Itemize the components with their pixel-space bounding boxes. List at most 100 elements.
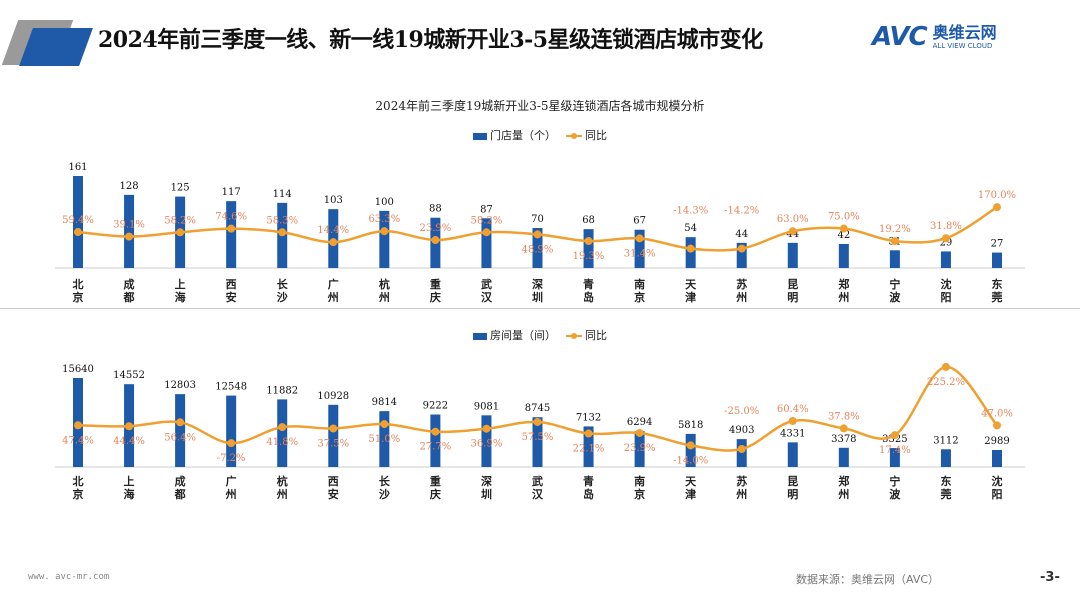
bar — [838, 447, 849, 467]
x-tick-label: 宁 — [889, 474, 900, 488]
bar-value-label: 54 — [684, 223, 697, 234]
x-tick-label: 成 — [124, 277, 135, 291]
bar — [889, 250, 900, 268]
x-tick-label: 东 — [992, 277, 1003, 291]
bar — [328, 404, 339, 467]
x-tick-label: 津 — [685, 487, 696, 501]
bar — [787, 242, 798, 268]
x-tick-label: 州 — [225, 488, 237, 501]
x-tick-label: 京 — [73, 290, 84, 304]
bar — [532, 417, 543, 467]
bar-value-label: 27 — [991, 239, 1004, 250]
bar-value-label: 10928 — [317, 391, 349, 402]
bar-value-label: 3325 — [882, 434, 907, 445]
yoy-point — [890, 237, 899, 246]
x-tick-label: 长 — [379, 474, 391, 488]
x-tick-label: 庆 — [429, 487, 441, 501]
yoy-label: 37.5% — [317, 439, 349, 450]
yoy-label: 47.4% — [62, 435, 94, 446]
legend-label: 同比 — [585, 329, 607, 342]
bar — [481, 415, 492, 467]
yoy-label: 17.4% — [879, 445, 911, 456]
x-tick-label: 州 — [735, 488, 747, 501]
yoy-point — [533, 230, 542, 239]
bar — [226, 395, 237, 467]
yoy-label: 59.4% — [62, 215, 94, 226]
x-tick-label: 州 — [327, 291, 339, 304]
bar-value-label: 15640 — [62, 364, 94, 375]
yoy-label: -25.0% — [724, 406, 759, 417]
x-tick-label: 安 — [328, 487, 339, 501]
bar-value-label: 4903 — [729, 425, 754, 436]
yoy-point — [125, 232, 134, 241]
bar — [277, 399, 288, 467]
yoy-label: 74.6% — [215, 212, 247, 223]
yoy-label: 60.4% — [777, 404, 809, 415]
bar-value-label: 29 — [940, 237, 953, 248]
x-tick-label: 昆 — [787, 475, 798, 488]
x-tick-label: 青 — [583, 277, 594, 291]
yoy-point — [788, 227, 797, 236]
yoy-label: 58.2% — [164, 215, 196, 226]
bar — [379, 210, 390, 268]
bar — [736, 439, 747, 467]
x-tick-label: 成 — [175, 474, 186, 488]
bar-value-label: 9081 — [474, 401, 499, 412]
x-tick-label: 明 — [787, 291, 798, 304]
x-tick-label: 莞 — [991, 290, 1003, 304]
x-tick-label: 州 — [837, 291, 849, 304]
x-tick-label: 波 — [889, 487, 901, 501]
x-tick-label: 阳 — [992, 487, 1003, 501]
yoy-point — [839, 224, 848, 233]
bar-value-label: 44 — [735, 229, 748, 240]
divider — [0, 308, 1080, 309]
yoy-point — [431, 236, 440, 245]
yoy-point — [329, 424, 338, 433]
yoy-label: -14.2% — [724, 206, 759, 217]
chart2-legend: 房间量（间） 同比 — [0, 327, 1080, 343]
yoy-point — [635, 234, 644, 243]
x-tick-label: 阳 — [940, 290, 951, 304]
bar-value-label: 11882 — [266, 385, 298, 396]
yoy-label: 19.2% — [879, 224, 911, 235]
x-tick-label: 汉 — [532, 487, 544, 501]
yoy-point — [278, 423, 287, 432]
yoy-point — [737, 244, 746, 253]
x-tick-label: 武 — [481, 277, 492, 291]
yoy-label: -14.0% — [673, 455, 708, 466]
x-tick-label: 宁 — [889, 277, 900, 291]
logo-text: 奥维云网 ALL VIEW CLOUD — [932, 22, 997, 51]
bar — [175, 394, 186, 467]
x-tick-label: 沙 — [379, 488, 390, 501]
yoy-point — [227, 224, 236, 233]
x-tick-label: 重 — [430, 277, 441, 291]
yoy-point — [176, 418, 185, 427]
bar-value-label: 68 — [582, 215, 595, 226]
logo-cn: 奥维云网 — [932, 22, 997, 42]
yoy-point — [737, 445, 746, 453]
yoy-label: 23.9% — [419, 223, 451, 234]
bar — [838, 244, 849, 268]
yoy-label: 51.0% — [368, 434, 400, 445]
x-tick-label: 郑 — [838, 474, 849, 488]
x-tick-label: 安 — [226, 290, 237, 304]
x-tick-label: 南 — [634, 474, 645, 488]
x-tick-label: 沈 — [940, 277, 951, 291]
x-tick-label: 京 — [634, 290, 645, 304]
x-tick-label: 深 — [481, 474, 492, 488]
page-number: -3- — [1040, 570, 1060, 585]
yoy-point — [227, 439, 236, 448]
yoy-point — [635, 428, 644, 437]
yoy-label: 63.3% — [368, 214, 400, 225]
bar — [481, 218, 492, 268]
yoy-label: 44.4% — [113, 436, 145, 447]
x-tick-label: 莞 — [939, 487, 951, 501]
x-tick-label: 深 — [532, 277, 543, 291]
footer-url[interactable]: www. avc-mr.com — [28, 572, 110, 582]
yoy-label: 75.0% — [828, 212, 860, 223]
yoy-point — [993, 421, 1001, 430]
x-tick-label: 州 — [837, 488, 849, 501]
bar-value-label: 3112 — [933, 435, 958, 446]
bar — [889, 448, 900, 467]
bar — [685, 433, 696, 467]
